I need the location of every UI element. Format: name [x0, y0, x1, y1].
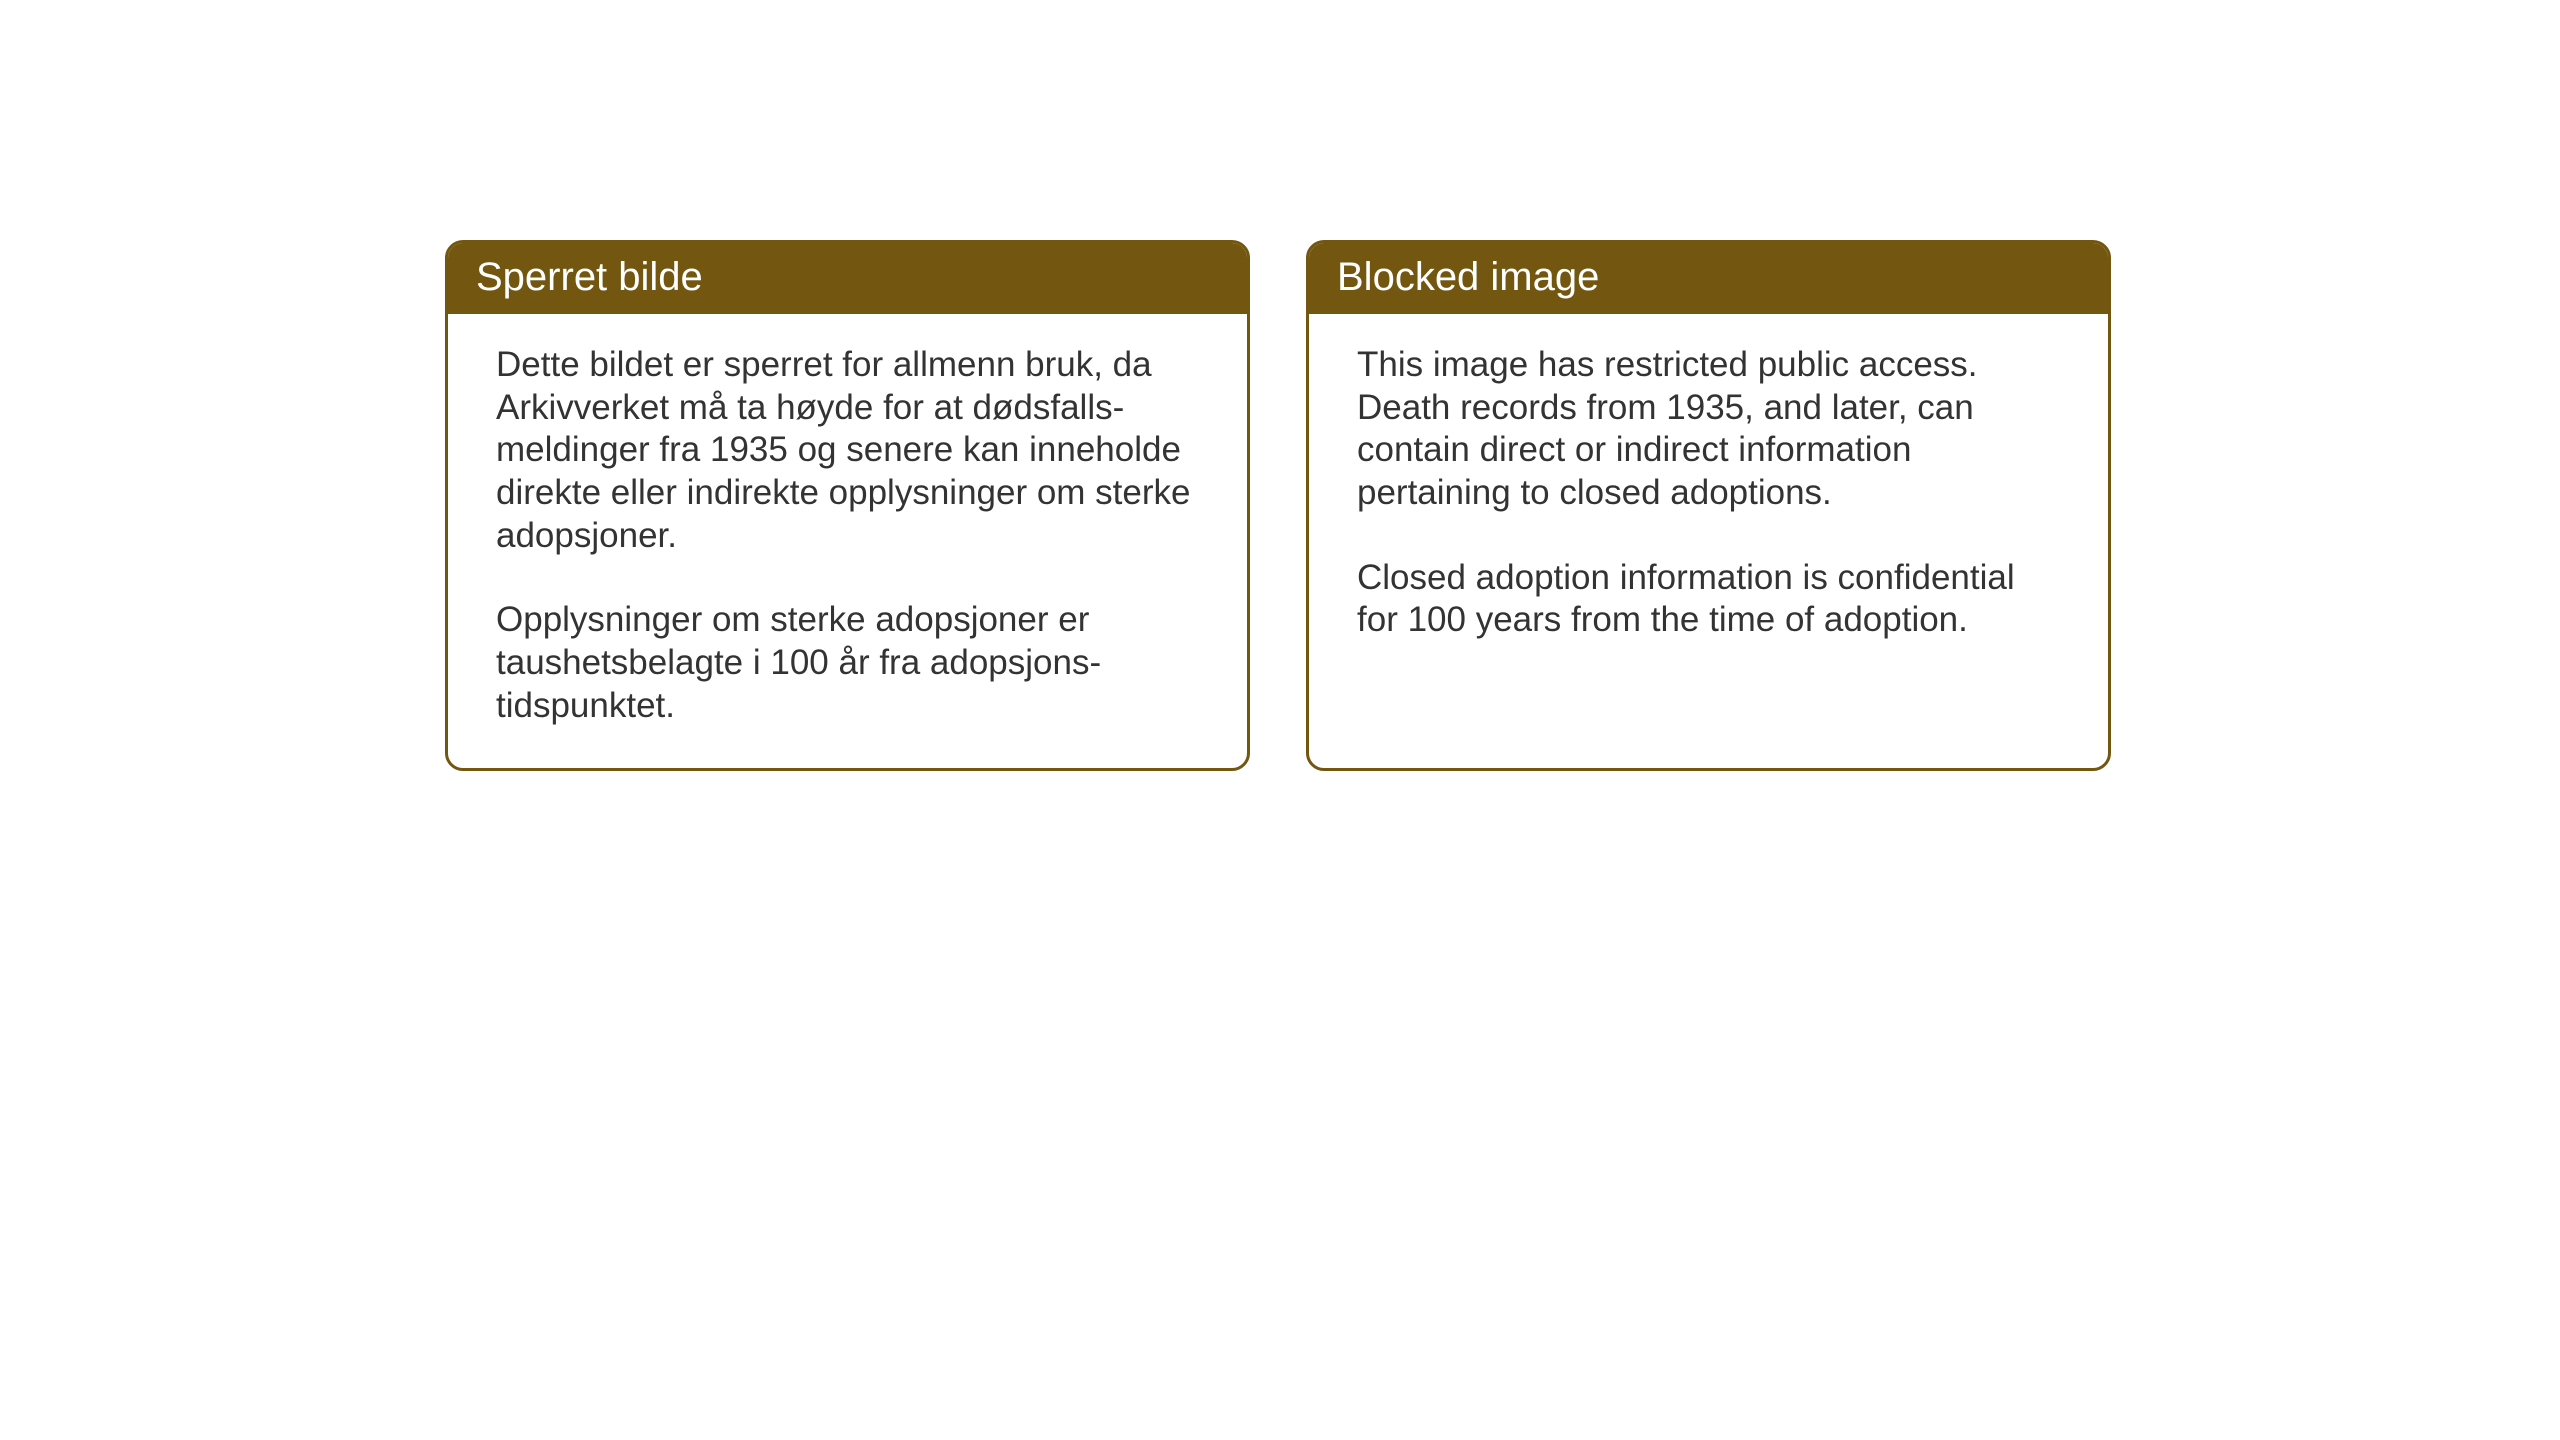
notice-container: Sperret bilde Dette bildet er sperret fo…: [445, 240, 2111, 771]
notice-card-norwegian: Sperret bilde Dette bildet er sperret fo…: [445, 240, 1250, 771]
notice-paragraph-1-no: Dette bildet er sperret for allmenn bruk…: [496, 344, 1199, 557]
card-body-norwegian: Dette bildet er sperret for allmenn bruk…: [448, 314, 1247, 768]
notice-card-english: Blocked image This image has restricted …: [1306, 240, 2111, 771]
card-header-english: Blocked image: [1309, 243, 2108, 314]
notice-paragraph-2-en: Closed adoption information is confident…: [1357, 557, 2060, 642]
notice-paragraph-2-no: Opplysninger om sterke adopsjoner er tau…: [496, 599, 1199, 727]
card-body-english: This image has restricted public access.…: [1309, 314, 2108, 682]
card-header-norwegian: Sperret bilde: [448, 243, 1247, 314]
notice-paragraph-1-en: This image has restricted public access.…: [1357, 344, 2060, 515]
